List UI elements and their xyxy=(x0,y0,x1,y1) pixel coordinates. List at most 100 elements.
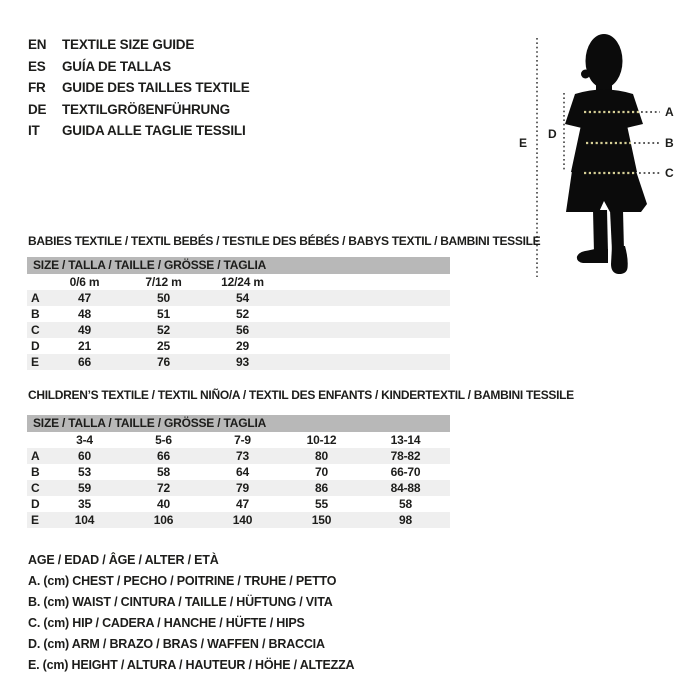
table-cell: 49 xyxy=(78,323,91,337)
filler-cell xyxy=(282,354,450,370)
table-row: E 66 76 93 xyxy=(27,354,450,370)
row-label: A xyxy=(31,449,40,463)
table-row: B 48 51 52 xyxy=(27,306,450,322)
measure-label-d: D xyxy=(548,127,557,141)
table-cell: 106 xyxy=(153,513,174,527)
measurement-legend: AGE / EDAD / ÂGE / ALTER / ETÀ A. (cm) C… xyxy=(28,550,355,676)
table-row: A 47 50 54 xyxy=(27,290,450,306)
table-cell: 58 xyxy=(157,465,170,479)
table-cell: 56 xyxy=(236,323,249,337)
language-item: EN TEXTILE SIZE GUIDE xyxy=(28,34,250,56)
table-cell: 60 xyxy=(78,449,91,463)
children-col-header: 7-9 xyxy=(234,433,251,447)
table-row: D 21 25 29 xyxy=(27,338,450,354)
legend-line-hip: C. (cm) HIP / CADERA / HANCHE / HÜFTE / … xyxy=(28,616,305,630)
table-cell: 55 xyxy=(315,497,328,511)
table-cell: 84-88 xyxy=(390,481,421,495)
table-row: E 104 106 140 150 98 xyxy=(27,512,450,528)
table-cell: 29 xyxy=(236,339,249,353)
table-cell: 64 xyxy=(236,465,249,479)
table-cell: 73 xyxy=(236,449,249,463)
table-cell: 48 xyxy=(78,307,91,321)
table-cell: 53 xyxy=(78,465,91,479)
babies-col-header: 7/12 m xyxy=(145,275,182,289)
babies-section-title: BABIES TEXTILE / TEXTIL BEBÉS / TESTILE … xyxy=(28,234,541,248)
row-label: B xyxy=(31,307,40,321)
table-cell: 21 xyxy=(78,339,91,353)
filler-cell xyxy=(282,274,450,290)
language-list: EN TEXTILE SIZE GUIDE ES GUÍA DE TALLAS … xyxy=(28,34,250,142)
table-cell: 66 xyxy=(157,449,170,463)
table-cell: 58 xyxy=(399,497,412,511)
table-cell: 86 xyxy=(315,481,328,495)
table-cell: 52 xyxy=(157,323,170,337)
language-item: IT GUIDA ALLE TAGLIE TESSILI xyxy=(28,120,250,142)
table-cell: 98 xyxy=(399,513,412,527)
table-cell: 140 xyxy=(232,513,253,527)
row-label: A xyxy=(31,291,40,305)
table-cell: 79 xyxy=(236,481,249,495)
table-cell: 59 xyxy=(78,481,91,495)
row-label: B xyxy=(31,465,40,479)
language-title: TEXTILGRÖßENFÜHRUNG xyxy=(62,101,230,117)
table-cell: 78-82 xyxy=(390,449,421,463)
table-cell: 35 xyxy=(78,497,91,511)
measure-label-a: A xyxy=(665,105,674,119)
table-row: A 60 66 73 80 78-82 xyxy=(27,448,450,464)
table-row: C 49 52 56 xyxy=(27,322,450,338)
legend-line-age: AGE / EDAD / ÂGE / ALTER / ETÀ xyxy=(28,553,219,567)
table-cell: 70 xyxy=(315,465,328,479)
babies-size-header-band: SIZE / TALLA / TAILLE / GRÖSSE / TAGLIA xyxy=(27,257,450,274)
language-code: DE xyxy=(28,101,47,117)
table-cell: 51 xyxy=(157,307,170,321)
legend-line-chest: A. (cm) CHEST / PECHO / POITRINE / TRUHE… xyxy=(28,574,337,588)
table-cell: 93 xyxy=(236,355,249,369)
filler-cell xyxy=(282,290,450,306)
language-code: EN xyxy=(28,37,47,52)
babies-column-header-row: 0/6 m 7/12 m 12/24 m xyxy=(27,274,450,290)
corner-cell xyxy=(27,274,45,290)
measure-label-b: B xyxy=(665,136,674,150)
legend-line-waist: B. (cm) WAIST / CINTURA / TAILLE / HÜFTU… xyxy=(28,595,333,609)
table-cell: 40 xyxy=(157,497,170,511)
table-cell: 47 xyxy=(78,291,91,305)
corner-cell xyxy=(27,432,45,448)
row-label: C xyxy=(31,481,40,495)
language-title: GUIDA ALLE TAGLIE TESSILI xyxy=(62,123,246,139)
table-cell: 66-70 xyxy=(390,465,421,479)
table-cell: 104 xyxy=(74,513,95,527)
language-item: DE TEXTILGRÖßENFÜHRUNG xyxy=(28,99,250,121)
row-label: E xyxy=(31,513,39,527)
table-cell: 80 xyxy=(315,449,328,463)
legend-line-height: E. (cm) HEIGHT / ALTURA / HAUTEUR / HÖHE… xyxy=(28,658,355,672)
children-size-header-band: SIZE / TALLA / TAILLE / GRÖSSE / TAGLIA xyxy=(27,415,450,432)
language-code: ES xyxy=(28,58,46,74)
row-label: D xyxy=(31,497,40,511)
row-label: D xyxy=(31,339,40,353)
measure-label-c: C xyxy=(665,166,674,180)
language-item: FR GUIDE DES TAILLES TEXTILE xyxy=(28,77,250,99)
children-col-header: 3-4 xyxy=(76,433,93,447)
legend-line-arm: D. (cm) ARM / BRAZO / BRAS / WAFFEN / BR… xyxy=(28,637,325,651)
table-row: D 35 40 47 55 58 xyxy=(27,496,450,512)
language-code: IT xyxy=(28,123,40,139)
language-title: GUÍA DE TALLAS xyxy=(62,58,171,74)
table-cell: 50 xyxy=(157,291,170,305)
language-title: GUIDE DES TAILLES TEXTILE xyxy=(62,80,250,96)
language-item: ES GUÍA DE TALLAS xyxy=(28,56,250,78)
children-col-header: 5-6 xyxy=(155,433,172,447)
table-cell: 66 xyxy=(78,355,91,369)
babies-size-table: SIZE / TALLA / TAILLE / GRÖSSE / TAGLIA … xyxy=(27,257,450,370)
table-row: B 53 58 64 70 66-70 xyxy=(27,464,450,480)
table-cell: 150 xyxy=(311,513,332,527)
table-cell: 25 xyxy=(157,339,170,353)
language-title: TEXTILE SIZE GUIDE xyxy=(62,37,195,52)
table-cell: 47 xyxy=(236,497,249,511)
children-section-title: CHILDREN’S TEXTILE / TEXTIL NIÑO/A / TEX… xyxy=(28,388,574,402)
table-row: C 59 72 79 86 84-88 xyxy=(27,480,450,496)
filler-cell xyxy=(282,306,450,322)
children-size-table: SIZE / TALLA / TAILLE / GRÖSSE / TAGLIA … xyxy=(27,415,450,528)
filler-cell xyxy=(282,322,450,338)
row-label: C xyxy=(31,323,40,337)
